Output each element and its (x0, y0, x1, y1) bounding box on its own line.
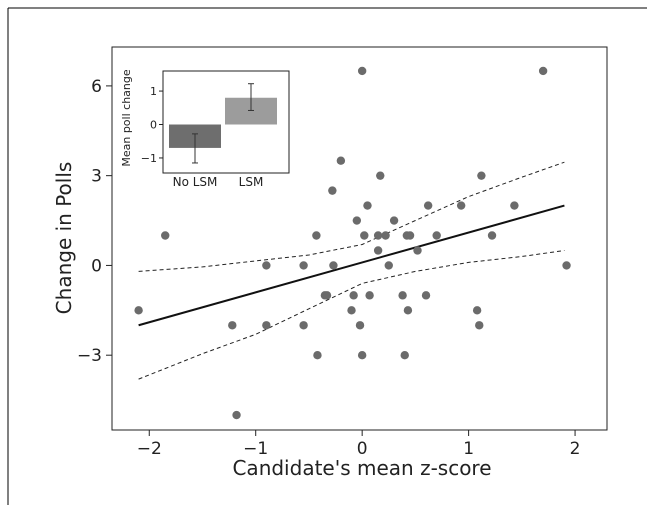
scatter-point (357, 350, 367, 360)
y-tick-label: −3 (77, 346, 102, 366)
scatter-point (329, 261, 338, 270)
inset-y-tick-label: −1 (141, 152, 157, 165)
scatter-point (413, 246, 422, 255)
main-x-ticks: −2 −1 0 1 2 (137, 430, 581, 459)
inset-y-tick-label: 0 (150, 119, 157, 132)
y-axis-label: Change in Polls (52, 162, 76, 315)
scatter-point (365, 291, 374, 300)
scatter-point (477, 171, 486, 180)
scatter-point (381, 231, 390, 240)
inset-y-tick-label: 1 (150, 85, 157, 98)
scatter-point (262, 261, 271, 270)
x-tick-label: 2 (570, 439, 581, 459)
scatter-point (262, 321, 271, 330)
y-tick-label: 3 (91, 167, 102, 187)
scatter-point (349, 291, 358, 300)
scatter-point (456, 201, 466, 210)
inset-chart-marks (169, 83, 277, 164)
regression-line (138, 204, 565, 327)
inset-y-ticks: −1 0 1 (141, 85, 163, 165)
inset-y-axis-label: Mean poll change (120, 69, 133, 167)
scatter-point (373, 231, 383, 240)
scatter-point (299, 261, 308, 270)
scatter-point (475, 321, 484, 330)
scatter-point (228, 321, 237, 330)
scatter-point (313, 350, 322, 360)
scatter-point (363, 201, 372, 210)
scatter-point (355, 321, 365, 330)
main-chart-marks (134, 66, 571, 420)
scatter-point (352, 216, 362, 225)
scatter-point (322, 291, 332, 300)
scatter-point (389, 216, 399, 225)
scatter-point (472, 306, 482, 315)
scatter-point (432, 231, 441, 240)
scatter-point (299, 321, 308, 330)
scatter-point (232, 410, 241, 420)
scatter-point (360, 231, 369, 240)
scatter-point (312, 231, 321, 240)
confidence-band-lower (138, 250, 565, 380)
x-tick-label: 1 (463, 439, 474, 459)
scatter-point (400, 350, 409, 360)
inset-x-tick-label: LSM (239, 175, 264, 189)
scatter-point (328, 186, 337, 195)
scatter-point (384, 261, 393, 270)
scatter-point (562, 261, 571, 270)
scatter-point (347, 306, 356, 315)
y-tick-label: 0 (91, 256, 102, 276)
x-axis-label: Candidate's mean z-score (232, 456, 491, 480)
scatter-point (487, 231, 497, 240)
inset-x-ticks: No LSM LSM (173, 175, 264, 189)
scatter-point (357, 66, 367, 76)
scatter-point (373, 246, 383, 255)
scatter-point (538, 66, 548, 76)
main-plot-area (111, 46, 608, 431)
scatter-point (423, 201, 433, 210)
scatter-point (405, 231, 415, 240)
main-y-ticks: −3 0 3 6 (77, 77, 112, 366)
scatter-point (398, 291, 407, 300)
scatter-point (376, 171, 385, 180)
x-tick-label: 0 (357, 439, 368, 459)
scatter-point (510, 201, 519, 210)
y-tick-label: 6 (91, 77, 102, 97)
scatter-point (161, 231, 170, 240)
scatter-point (403, 306, 413, 315)
confidence-band-upper (138, 161, 565, 272)
x-tick-label: −1 (243, 439, 268, 459)
scatter-point (421, 291, 431, 300)
scatter-point (336, 156, 346, 165)
scatter-point (134, 306, 143, 315)
x-tick-label: −2 (137, 439, 162, 459)
inset-x-tick-label: No LSM (173, 175, 218, 189)
